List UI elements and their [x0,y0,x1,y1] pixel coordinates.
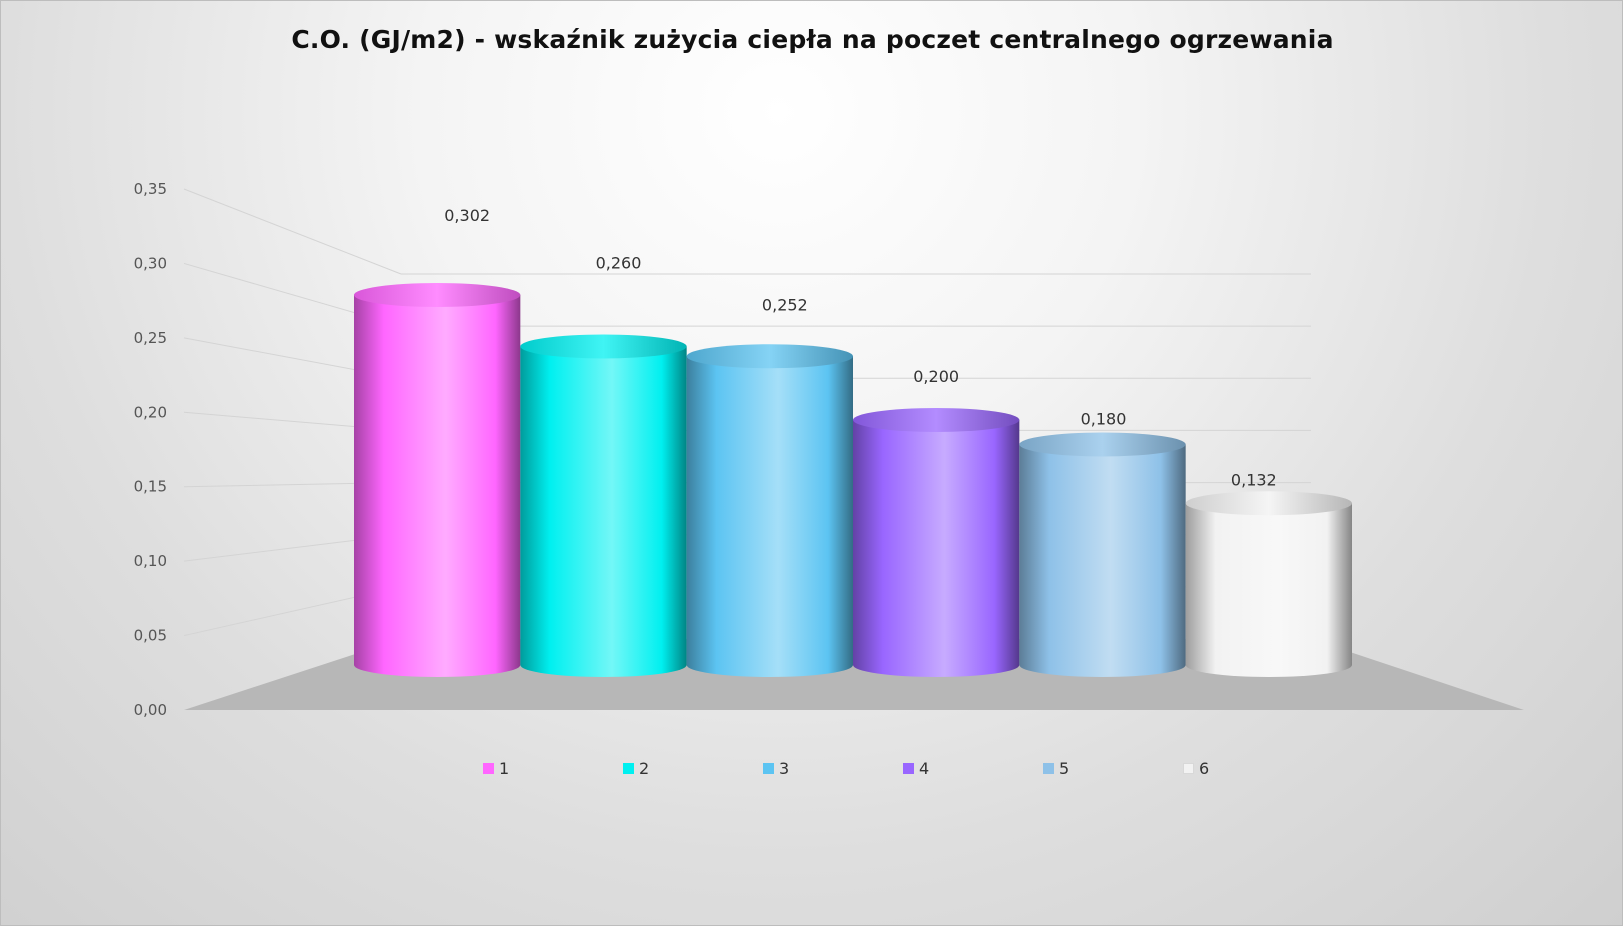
bar-top [1019,432,1186,457]
gridline-side [183,188,402,275]
bars [354,283,1353,677]
bar-top [853,407,1020,432]
data-label: 0,260 [596,253,642,272]
legend: 1 2 3 4 5 6 [471,759,1231,781]
bar-6 [1185,491,1353,677]
bar-top [686,344,853,369]
legend-label: 5 [1059,759,1070,778]
legend-label: 3 [779,759,790,778]
y-tick-label: 0,10 [134,552,167,570]
y-axis: 0,00 0,05 0,10 0,15 0,20 0,25 0,30 0,35 [134,180,167,719]
data-label: 0,302 [444,206,490,225]
legend-swatch [623,763,634,774]
legend-label: 1 [499,759,510,778]
y-tick-label: 0,15 [134,478,167,496]
data-label: 0,252 [762,295,808,314]
data-label: 0,180 [1081,409,1127,428]
bar-top [354,283,521,307]
bar-body [1185,503,1352,677]
bar-4 [853,407,1020,677]
bar-1 [354,283,521,677]
legend-label: 2 [639,759,650,778]
bar-body [686,356,853,677]
bar-body [853,419,1020,677]
legend-swatch [763,763,774,774]
y-tick-label: 0,05 [134,627,167,645]
bar-body [1019,444,1186,677]
bar-body [354,295,521,677]
bar-2 [520,334,687,677]
y-tick-label: 0,00 [134,701,167,719]
data-label: 0,200 [913,367,959,386]
legend-swatch [1183,763,1194,774]
data-label: 0,132 [1231,470,1277,489]
bar-body [520,346,687,677]
legend-item-5: 5 [1043,759,1069,778]
chart-title: C.O. (GJ/m2) - wskaźnik zużycia ciepła n… [291,25,1334,54]
bar-top [1185,491,1353,516]
legend-label: 4 [919,759,930,778]
legend-swatch [903,763,914,774]
y-tick-label: 0,30 [134,254,167,272]
legend-item-2: 2 [623,759,649,778]
data-labels: 0,302 0,260 0,252 0,200 0,180 0,132 [444,206,1276,489]
bar-3 [686,344,853,677]
legend-item-6: 6 [1183,759,1209,778]
y-tick-label: 0,20 [134,403,167,421]
y-tick-label: 0,25 [134,329,167,347]
legend-item-4: 4 [903,759,929,778]
y-tick-label: 0,35 [134,180,167,198]
legend-swatch [483,763,494,774]
bar-top [520,334,687,359]
legend-item-1: 1 [483,759,509,778]
legend-swatch [1043,763,1054,774]
legend-item-3: 3 [763,759,789,778]
legend-label: 6 [1199,759,1210,778]
bar-5 [1019,432,1186,677]
